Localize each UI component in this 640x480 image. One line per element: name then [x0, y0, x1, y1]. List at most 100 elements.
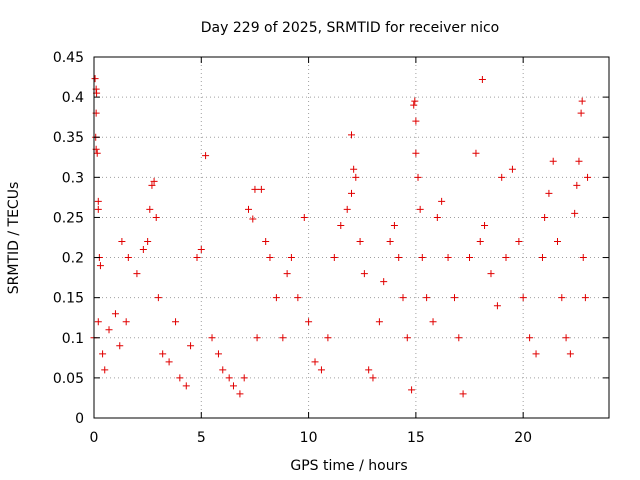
x-tick-label: 15: [407, 430, 425, 446]
data-point: [502, 254, 510, 262]
data-point: [249, 215, 257, 223]
data-point: [575, 157, 583, 165]
data-point: [412, 149, 420, 157]
data-point: [515, 238, 523, 246]
grid-lines: [94, 57, 609, 418]
data-point: [455, 334, 463, 342]
data-point: [541, 213, 549, 221]
data-point: [122, 318, 130, 326]
data-point: [566, 350, 574, 358]
data-point: [148, 181, 156, 189]
data-point: [578, 97, 586, 105]
data-point: [545, 189, 553, 197]
data-point: [433, 213, 441, 221]
data-point: [94, 197, 102, 205]
data-point: [487, 270, 495, 278]
data-point: [519, 294, 527, 302]
data-point: [562, 334, 570, 342]
data-point: [324, 334, 332, 342]
y-tick-label: 0.2: [62, 251, 84, 267]
y-tick-label: 0.45: [53, 50, 84, 66]
y-tick-label: 0.3: [62, 170, 84, 186]
data-point: [410, 101, 418, 109]
data-point: [236, 390, 244, 398]
data-point: [287, 254, 295, 262]
data-point: [369, 374, 377, 382]
data-point: [300, 213, 308, 221]
data-point: [116, 342, 124, 350]
data-point: [317, 366, 325, 374]
data-point: [139, 246, 147, 254]
data-point: [266, 254, 274, 262]
data-point: [96, 262, 104, 270]
data-point: [165, 358, 173, 366]
data-point: [146, 205, 154, 213]
data-point: [423, 294, 431, 302]
data-point: [584, 173, 592, 181]
x-tick-label: 0: [90, 430, 99, 446]
data-point: [337, 221, 345, 229]
data-point: [176, 374, 184, 382]
data-point: [350, 165, 358, 173]
y-axis-label: SRMTID / TECUs: [6, 182, 22, 295]
data-point: [356, 238, 364, 246]
data-point: [94, 205, 102, 213]
data-point: [348, 189, 355, 197]
axis-ticks: 0 0.05 0.1 0.15 0.2 0.25 0.3 0.35 0.4 0.45 0 5 10 15 2…: [53, 50, 609, 446]
data-point: [352, 173, 360, 181]
data-point: [380, 278, 388, 286]
data-point: [579, 254, 587, 262]
x-tick-label: 10: [300, 430, 318, 446]
data-point: [498, 173, 506, 181]
data-point: [438, 197, 446, 205]
data-point: [418, 254, 426, 262]
data-point: [225, 374, 233, 382]
data-point: [581, 294, 589, 302]
data-point: [294, 294, 302, 302]
data-point: [577, 109, 585, 117]
data-point: [395, 254, 403, 262]
data-point: [99, 350, 107, 358]
data-point: [251, 185, 259, 193]
data-point: [187, 342, 195, 350]
data-point: [197, 246, 205, 254]
x-tick-label: 5: [197, 430, 206, 446]
data-point: [478, 75, 486, 83]
data-point: [105, 326, 113, 334]
data-point: [386, 238, 394, 246]
data-point: [476, 238, 484, 246]
data-point: [444, 254, 452, 262]
data-point: [118, 238, 126, 246]
data-point: [159, 350, 167, 358]
data-point: [558, 294, 566, 302]
data-point: [399, 294, 407, 302]
data-point: [573, 181, 581, 189]
data-point: [412, 117, 420, 125]
data-point: [403, 334, 411, 342]
y-tick-label: 0.4: [62, 90, 84, 106]
data-point: [466, 254, 474, 262]
data-point: [451, 294, 458, 302]
data-point: [408, 386, 416, 394]
data-point: [93, 149, 101, 157]
data-point: [208, 334, 216, 342]
y-tick-label: 0.15: [53, 291, 84, 307]
data-point: [133, 270, 141, 278]
data-point: [348, 131, 355, 139]
data-point: [219, 366, 227, 374]
data-point: [253, 334, 261, 342]
data-point: [262, 238, 270, 246]
x-tick-label: 20: [514, 430, 532, 446]
data-point: [305, 318, 313, 326]
data-point: [472, 149, 480, 157]
y-tick-label: 0.05: [53, 371, 84, 387]
data-point: [94, 318, 102, 326]
data-point: [240, 374, 248, 382]
data-point: [111, 310, 119, 318]
data-point: [202, 152, 210, 160]
data-point: [343, 205, 351, 213]
y-tick-label: 0.25: [53, 210, 84, 226]
data-point: [416, 205, 424, 213]
